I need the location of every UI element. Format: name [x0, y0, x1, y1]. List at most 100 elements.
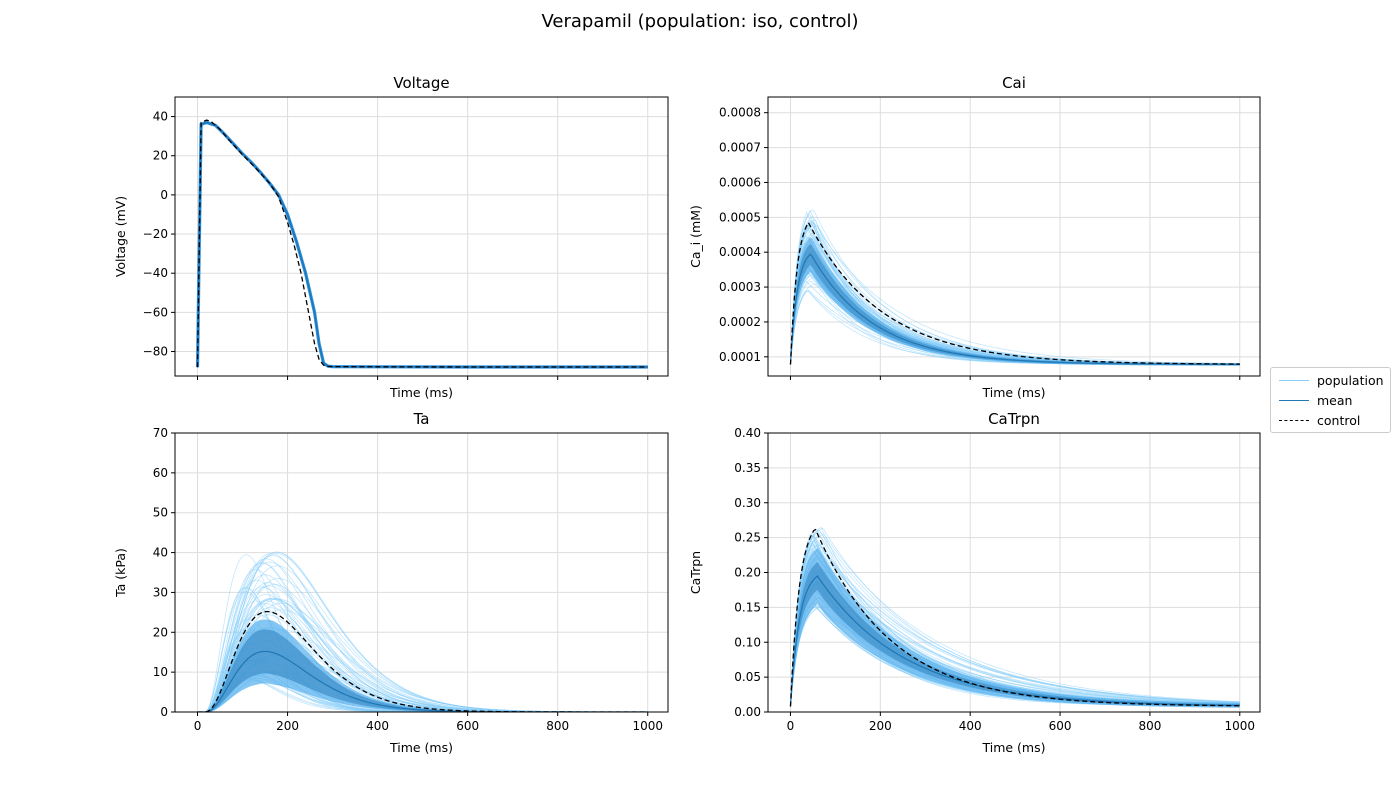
population-series-line — [197, 661, 648, 712]
population-series-line — [197, 585, 648, 712]
population-series-line — [790, 276, 1240, 365]
population-series-line — [790, 606, 1240, 707]
population-series-line — [790, 541, 1240, 707]
x-tick-label: 0 — [787, 719, 795, 733]
y-tick-label: 0.0008 — [719, 106, 761, 120]
population-series-line — [790, 569, 1240, 707]
population-series-line — [197, 554, 648, 712]
population-series-line — [790, 526, 1240, 707]
population-series-line — [197, 574, 648, 712]
population-series-line — [197, 587, 648, 712]
population-series-line — [790, 211, 1240, 365]
population-series-line — [790, 225, 1240, 365]
population-series-line — [197, 643, 648, 712]
population-series-line — [790, 264, 1240, 365]
population-series-line — [790, 545, 1240, 707]
population-series-line — [790, 273, 1240, 365]
population-series-line — [197, 594, 648, 712]
population-series-line — [790, 538, 1240, 707]
population-series-line — [790, 251, 1240, 365]
population-series-line — [197, 565, 648, 712]
population-series-line — [197, 551, 648, 712]
population-series-line — [790, 223, 1240, 365]
subplot-cai: 0.0001 0.0002 0.0003 0.0004 0.0005 0.0006 0.00… — [688, 74, 1261, 400]
population-series-line — [197, 614, 648, 712]
population-series-line — [790, 270, 1240, 365]
population-series-line — [790, 224, 1240, 365]
population-series-line — [790, 215, 1240, 365]
population-series-line — [790, 289, 1240, 365]
population-series-line — [197, 628, 648, 712]
population-series-line — [197, 670, 648, 712]
x-tick-label: 200 — [869, 719, 892, 733]
x-axis-label: Time (ms) — [981, 385, 1045, 400]
population-series-line — [790, 241, 1240, 365]
population-series-line — [197, 578, 648, 712]
subplot-title: Cai — [1002, 74, 1026, 92]
population-series-line — [790, 529, 1240, 707]
population-series-line — [790, 550, 1240, 707]
population-series-line — [790, 210, 1240, 365]
population-series-line — [790, 568, 1240, 707]
mean-series-line — [789, 253, 1240, 365]
population-series-line — [197, 676, 648, 712]
population-series-line — [790, 544, 1240, 707]
y-tick-label: 0.20 — [734, 566, 761, 580]
population-series-line — [790, 595, 1240, 707]
population-series-line — [790, 535, 1240, 707]
plot-area — [197, 551, 648, 712]
control-series-line — [197, 610, 648, 712]
y-tick-label: 0.10 — [734, 635, 761, 649]
population-series-line — [790, 209, 1240, 365]
population-inner-band — [790, 243, 1240, 366]
population-series-line — [790, 242, 1240, 365]
population-series-line — [790, 256, 1240, 365]
population-series-line — [790, 534, 1240, 707]
population-series-line — [197, 627, 648, 712]
population-series-line — [790, 245, 1240, 365]
x-tick-label: 200 — [276, 719, 299, 733]
y-tick-label: 20 — [153, 625, 168, 639]
population-series-line — [197, 600, 648, 712]
population-series-line — [197, 591, 648, 712]
population-series-line — [790, 578, 1240, 707]
population-series-line — [790, 232, 1240, 365]
population-series-line — [197, 677, 648, 712]
population-series-line — [197, 629, 648, 712]
population-series-line — [790, 597, 1240, 707]
population-series-line — [197, 663, 648, 712]
population-series-line — [790, 532, 1240, 707]
population-series-line — [197, 654, 648, 712]
population-series-line — [790, 557, 1240, 707]
x-tick-label: 800 — [1138, 719, 1161, 733]
population-series-line — [790, 251, 1240, 365]
population-series-line — [197, 649, 648, 712]
population-series-line — [790, 534, 1240, 707]
subplot-title: Ta — [413, 410, 430, 428]
population-series-line — [197, 562, 648, 712]
population-series-line — [790, 604, 1240, 707]
population-series-line — [790, 220, 1240, 365]
population-series-line — [790, 224, 1240, 365]
y-tick-label: 0 — [160, 705, 168, 719]
population-series-line — [197, 679, 648, 712]
population-series-line — [197, 657, 648, 712]
population-series-line — [790, 569, 1240, 707]
population-series-line — [197, 597, 648, 712]
y-axis-label: Ta (kPa) — [113, 548, 128, 598]
legend-entry-control: control — [1279, 411, 1360, 429]
population-series-line — [790, 272, 1240, 365]
y-tick-label: 0.0003 — [719, 280, 761, 294]
population-series-line — [790, 236, 1240, 365]
population-series-line — [790, 590, 1240, 707]
population-series-line — [790, 582, 1240, 707]
population-series-line — [790, 532, 1240, 707]
population-series-line — [197, 600, 648, 712]
population-series-line — [790, 548, 1240, 707]
population-series-line — [790, 220, 1240, 365]
population-series-line — [790, 270, 1240, 365]
legend-entry-population: population — [1279, 371, 1384, 389]
y-tick-label: 0.0002 — [719, 315, 761, 329]
y-tick-label: 40 — [153, 110, 168, 124]
population-series-line — [790, 586, 1240, 707]
